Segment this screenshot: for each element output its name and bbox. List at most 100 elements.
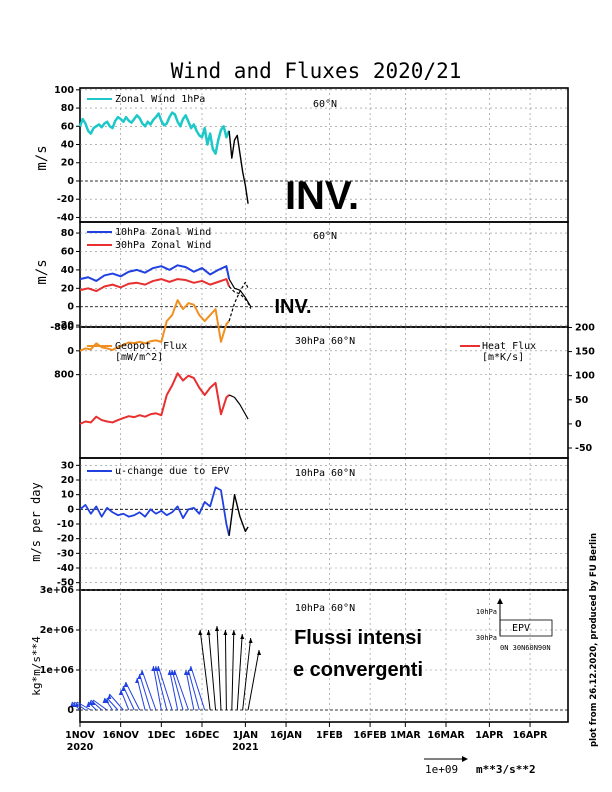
legend-heat: Heat Flux	[482, 341, 536, 352]
epv-vector-head	[186, 670, 191, 675]
inv-annotation-2: INV.	[274, 296, 311, 318]
series-wind-3	[228, 286, 252, 309]
credit-text: plot from 26.12.2020, produced by FU Ber…	[589, 533, 599, 747]
y-right-tick-label: 150	[575, 347, 595, 358]
y-tick-label: 80	[61, 228, 75, 239]
epv-vector	[125, 681, 141, 711]
series-wind-0	[79, 264, 231, 282]
inset-box	[499, 619, 553, 637]
panel5-ylabel: kg*m/s**4	[30, 636, 43, 696]
y-tick-label: 20	[61, 283, 75, 294]
y-tick-label: 80	[61, 103, 75, 114]
x-tick-label: 1NOV	[65, 730, 95, 741]
y-right-tick-label: 100	[575, 371, 595, 382]
y-tick-label: 40	[61, 140, 75, 151]
inset-title: EPV	[512, 623, 530, 634]
y-tick-label: 30	[61, 460, 75, 471]
epv-vector-head	[240, 634, 245, 639]
epv-vector-head	[257, 650, 262, 655]
y-tick-label: 0	[67, 176, 74, 187]
y-tick-label: 20	[61, 475, 75, 486]
y-tick-label: -50	[57, 578, 75, 589]
epv-vector-head	[135, 678, 140, 683]
y-tick-label: -20	[57, 320, 75, 331]
panel4-label: 10hPa 60°N	[295, 468, 355, 479]
y-tick-label: -40	[57, 212, 75, 223]
x-tick-label: 1JAN	[233, 730, 258, 741]
epv-vector	[231, 629, 235, 711]
epv-vector-head	[91, 700, 96, 705]
panel1-label: 60°N	[313, 99, 337, 110]
epv-vector-head	[156, 666, 161, 671]
epv-vector-head	[123, 682, 128, 687]
epv-vector	[139, 673, 151, 711]
epv-vector	[216, 625, 222, 711]
series-flux-1	[228, 281, 249, 322]
series-flux-3	[228, 394, 249, 420]
y-tick-label: -20	[57, 194, 75, 205]
legend-geopot: Geopot. Flux	[115, 341, 187, 352]
y-tick-label: 0	[67, 302, 74, 313]
panel4-ylabel: m/s per day	[29, 482, 43, 561]
inv-annotation-1: INV.	[285, 174, 359, 218]
epv-vector-head	[121, 686, 126, 691]
epv-vector-head	[107, 694, 112, 699]
epv-vector	[74, 701, 86, 711]
series-wind-2	[79, 278, 231, 293]
y-tick-label: -800	[50, 322, 74, 333]
epv-vector	[199, 629, 211, 711]
inset-ytop: 10hPa	[476, 608, 497, 616]
epv-vector	[109, 693, 124, 711]
epv-vector	[122, 685, 135, 711]
chart-title: Wind and Fluxes 2020/21	[171, 59, 462, 83]
epv-vector-head	[198, 630, 203, 635]
epv-vector-head	[206, 630, 211, 635]
epv-vector	[236, 633, 243, 711]
epv-vector	[224, 629, 227, 711]
panel1-ylabel: m/s	[34, 145, 50, 170]
epv-vector	[187, 669, 200, 711]
epv-vector-head	[118, 690, 123, 695]
x-tick-label: 16NOV	[102, 730, 139, 741]
series-zonal-1hpa	[78, 111, 231, 155]
y-tick-label: 0	[67, 504, 74, 515]
y-right-tick-label: -50	[575, 443, 593, 454]
epv-vector-head	[231, 630, 236, 635]
x-tick-label: 16MAR	[427, 730, 465, 741]
x-tick-label: 16DEC	[185, 730, 220, 741]
legend-geopot-unit: [mW/m^2]	[115, 352, 163, 363]
x-tick-label: 1FEB	[316, 730, 343, 741]
y-tick-label: 60	[61, 246, 75, 257]
epv-vector	[104, 697, 113, 711]
x-tick-label: 1APR	[475, 730, 504, 741]
flux-annotation-line1: Flussi intensi	[294, 627, 422, 649]
epv-vector	[155, 665, 168, 711]
epv-vector	[157, 665, 173, 711]
series-flux-2	[79, 372, 230, 425]
x-tick-label: 1MAR	[390, 730, 421, 741]
epv-vector-head	[104, 698, 109, 703]
y-tick-label: -20	[57, 534, 75, 545]
epv-vector-head	[137, 674, 142, 679]
epv-inset: EPV 10hPa 30hPa 0N 30N60N90N	[476, 598, 553, 652]
inset-arrow-head	[497, 598, 503, 604]
epv-vector	[120, 689, 130, 711]
epv-vector	[208, 629, 217, 711]
epv-vector	[92, 699, 108, 711]
y-tick-label: -10	[57, 519, 75, 530]
inset-xlabels: 0N 30N60N90N	[500, 644, 551, 652]
legend-10hpa: 10hPa Zonal Wind	[115, 227, 211, 238]
epv-vector-head	[188, 666, 193, 671]
y-tick-label: 1e+06	[40, 665, 75, 676]
y-right-tick-label: 50	[575, 395, 589, 406]
y-right-tick-label: 0	[575, 419, 582, 430]
epv-vector-head	[172, 670, 177, 675]
x-tick-label: 16FEB	[353, 730, 386, 741]
scale-arrow-head	[462, 756, 468, 762]
epv-vector	[136, 677, 146, 711]
epv-vector-head	[86, 702, 91, 707]
epv-vector	[169, 669, 179, 711]
y-tick-label: 0	[67, 705, 74, 716]
epv-vector-head	[139, 670, 144, 675]
epv-vector	[141, 669, 157, 711]
